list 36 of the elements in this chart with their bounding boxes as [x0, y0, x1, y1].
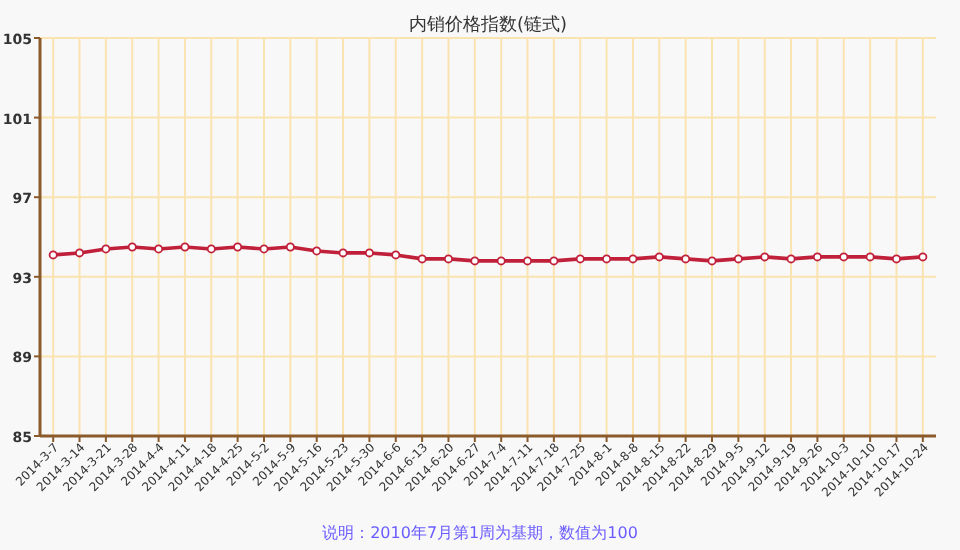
point — [918, 252, 928, 262]
chart-title: 内销价格指数(链式) — [408, 14, 568, 36]
point — [259, 244, 269, 254]
point — [523, 256, 533, 266]
point — [154, 244, 164, 254]
point — [760, 252, 770, 262]
point — [391, 250, 401, 260]
point — [891, 254, 901, 264]
point — [733, 254, 743, 264]
point — [654, 252, 664, 262]
text: 说明：2010年7月第1周为基期，数值为100 — [322, 524, 638, 542]
point — [496, 256, 506, 266]
point — [48, 250, 58, 260]
point — [839, 252, 849, 262]
point — [628, 254, 638, 264]
point — [470, 256, 480, 266]
point — [233, 242, 243, 252]
point — [443, 254, 453, 264]
point — [338, 248, 348, 258]
point — [865, 252, 875, 262]
point — [681, 254, 691, 264]
point — [127, 242, 137, 252]
point — [602, 254, 612, 264]
point — [75, 248, 85, 258]
point — [101, 244, 111, 254]
point — [786, 254, 796, 264]
point — [180, 242, 190, 252]
point — [549, 256, 559, 266]
point — [364, 248, 374, 258]
point — [285, 242, 295, 252]
point — [312, 246, 322, 256]
point — [812, 252, 822, 262]
point — [575, 254, 585, 264]
point — [417, 254, 427, 264]
point — [206, 244, 216, 254]
point — [707, 256, 717, 266]
